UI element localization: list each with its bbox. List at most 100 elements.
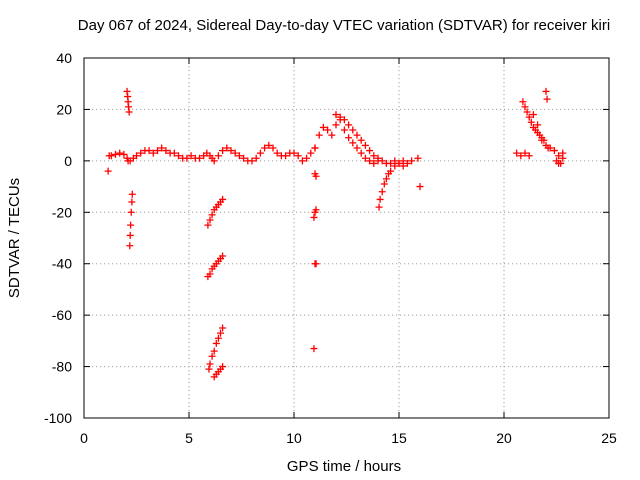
grid-layer [84, 58, 609, 418]
tick-layer: 0 5 10 15 20 25 -100 -80 -60 -40 -20 0 20 40 [44, 50, 617, 446]
scatter-series [332, 111, 407, 211]
data-point [187, 152, 195, 160]
data-point [559, 149, 567, 157]
data-point [240, 154, 248, 162]
data-point [149, 149, 157, 157]
data-point [210, 347, 218, 355]
data-point [380, 180, 388, 188]
data-point [349, 139, 357, 147]
data-point [375, 203, 383, 211]
data-point [310, 213, 318, 221]
data-point [378, 188, 386, 196]
data-point [112, 150, 119, 158]
data-point [376, 195, 384, 203]
data-point [208, 352, 216, 360]
data-point [525, 113, 533, 121]
data-point [319, 123, 327, 131]
data-point [126, 231, 134, 239]
data-point [298, 157, 306, 165]
data-point [227, 147, 235, 155]
data-point [206, 216, 214, 224]
data-point [357, 136, 365, 144]
y-tick-label: -80 [52, 359, 72, 375]
data-point [311, 144, 319, 152]
data-point [340, 126, 348, 134]
data-point [126, 242, 134, 250]
data-point [212, 339, 220, 347]
scatter-series [519, 87, 567, 167]
data-point [145, 147, 153, 155]
data-point [324, 126, 332, 134]
y-tick-label: -100 [44, 410, 72, 426]
y-tick-label: -20 [52, 204, 72, 220]
data-point [366, 157, 374, 165]
data-point [127, 221, 135, 229]
data-point [206, 360, 214, 368]
point-layer [104, 87, 567, 381]
data-point [127, 208, 135, 216]
data-point [158, 144, 166, 152]
data-point [217, 329, 224, 337]
data-point [175, 152, 182, 160]
data-point [261, 144, 269, 152]
data-point [399, 157, 407, 165]
data-point [387, 159, 395, 167]
data-point [290, 149, 298, 157]
data-point [219, 324, 227, 332]
data-point [205, 365, 213, 373]
data-point [273, 149, 281, 157]
data-point [214, 152, 222, 160]
data-point [312, 260, 320, 268]
x-tick-label: 5 [185, 430, 193, 446]
data-point [137, 149, 145, 157]
data-point [252, 154, 260, 162]
data-point [370, 159, 378, 167]
data-point [219, 195, 227, 203]
data-point [414, 154, 422, 162]
data-point [170, 149, 178, 157]
data-point [133, 152, 140, 160]
data-point [357, 149, 365, 157]
data-point [328, 131, 336, 139]
data-point [361, 141, 369, 149]
chart-title: Day 067 of 2024, Sidereal Day-to-day VTE… [78, 17, 610, 34]
data-point [282, 152, 290, 160]
data-point [269, 144, 277, 152]
data-point [256, 149, 264, 157]
data-point [248, 157, 256, 165]
data-point [408, 157, 416, 165]
data-point [307, 149, 315, 157]
data-point [513, 149, 521, 157]
data-point [550, 147, 558, 155]
data-point [353, 144, 361, 152]
scatter-series [105, 111, 567, 191]
y-axis-label: SDTVAR / TECUs [6, 178, 23, 298]
data-point [210, 157, 218, 165]
data-point [534, 121, 542, 129]
data-point [315, 131, 323, 139]
x-tick-label: 10 [286, 430, 302, 446]
data-point [527, 118, 535, 126]
data-point [395, 159, 403, 167]
data-point [370, 152, 378, 160]
data-point [332, 121, 340, 129]
data-point [374, 157, 382, 165]
y-tick-label: -60 [52, 307, 72, 323]
plot-frame [83, 57, 610, 419]
data-point [416, 183, 424, 191]
data-point [128, 198, 136, 206]
x-tick-label: 0 [80, 430, 88, 446]
data-point [382, 175, 390, 183]
y-tick-label: 40 [56, 50, 72, 66]
data-point [366, 147, 374, 155]
data-point [543, 95, 551, 103]
data-point [231, 149, 239, 157]
data-point [219, 147, 227, 155]
data-point [219, 252, 227, 260]
y-tick-label: 0 [64, 153, 72, 169]
x-tick-label: 20 [496, 430, 512, 446]
data-point [235, 152, 243, 160]
data-point [294, 152, 302, 160]
data-point [120, 150, 128, 158]
